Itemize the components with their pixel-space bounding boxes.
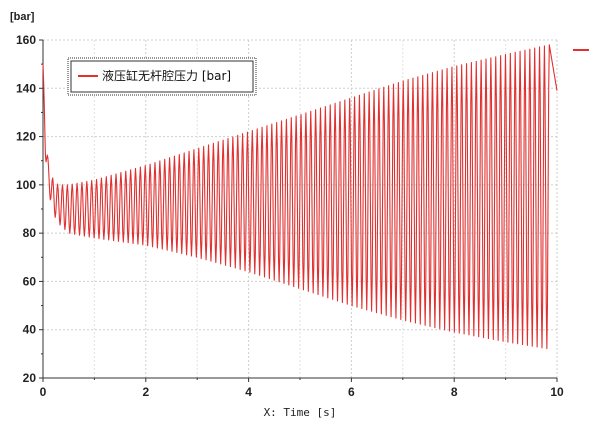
axes <box>39 39 558 382</box>
legend: 液压缸无杆腔压力 [bar] <box>67 57 257 96</box>
x-tick-label: 2 <box>142 385 149 399</box>
y-tick-label: 140 <box>16 81 36 95</box>
x-tick-label: 0 <box>40 385 47 399</box>
x-tick-labels: 0 2 4 6 8 10 <box>40 385 564 399</box>
series-line-pressure <box>42 44 558 350</box>
y-tick-label: 80 <box>23 226 37 240</box>
series-layer <box>42 44 558 350</box>
y-tick-labels: 20 40 60 80 100 120 140 160 <box>16 33 36 385</box>
x-tick-label: 6 <box>348 385 355 399</box>
y-tick-label: 100 <box>16 178 36 192</box>
y-tick-label: 160 <box>16 33 36 47</box>
y-tick-label: 20 <box>23 371 37 385</box>
x-axis-label: X: Time [s] <box>264 406 337 419</box>
legend-label-pressure: 液压缸无杆腔压力 [bar] <box>102 68 231 83</box>
y-tick-label: 120 <box>16 130 36 144</box>
x-tick-label: 8 <box>451 385 458 399</box>
y-tick-label: 40 <box>23 323 37 337</box>
y-tick-label: 60 <box>23 274 37 288</box>
x-tick-label: 10 <box>550 385 564 399</box>
y-unit-label: [bar] <box>10 11 35 23</box>
x-tick-label: 4 <box>245 385 252 399</box>
